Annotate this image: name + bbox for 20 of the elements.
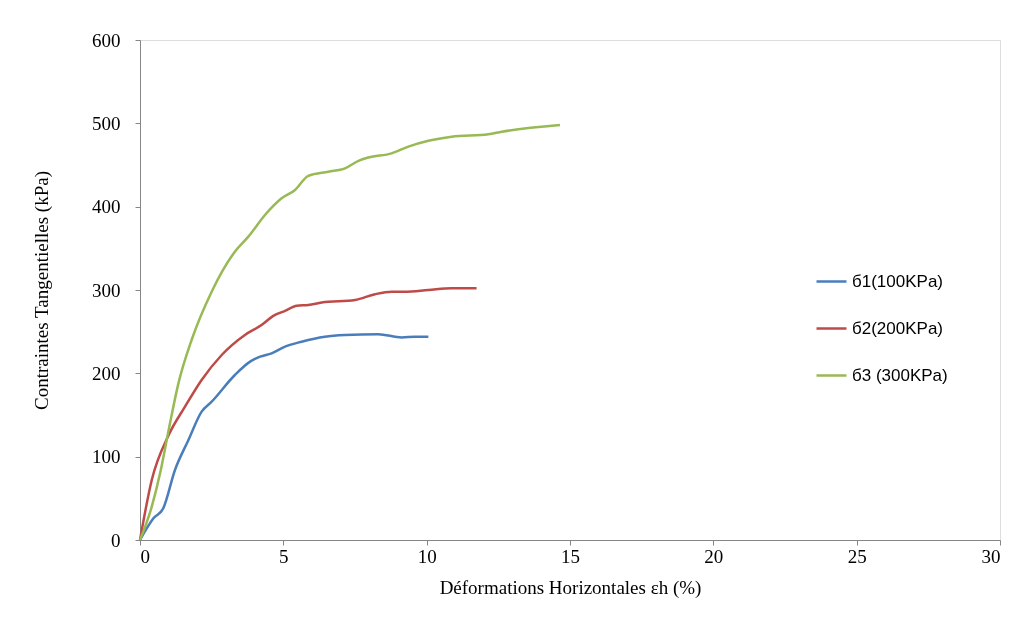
y-tick-label: 100 <box>92 446 121 468</box>
y-tick-label: 500 <box>92 112 121 134</box>
x-tick-label: 25 <box>847 545 867 567</box>
x-tick-label: 15 <box>561 545 580 567</box>
x-tick-label: 5 <box>279 545 289 567</box>
y-tick-label: 600 <box>92 29 121 51</box>
x-axis-title: Déformations Horizontales εh (%) <box>439 576 702 599</box>
legend-label: б1(100KPa) <box>852 271 944 291</box>
y-tick-label: 0 <box>111 529 121 551</box>
x-tick-label: 30 <box>981 545 1001 567</box>
y-tick-label: 200 <box>92 362 121 384</box>
x-tick-label: 0 <box>140 545 150 567</box>
legend-label: б3 (300KPa) <box>852 365 948 385</box>
y-tick-label: 400 <box>92 196 121 218</box>
y-tick-label: 300 <box>92 279 121 301</box>
line-series <box>138 123 562 542</box>
x-tick-label: 20 <box>704 545 724 567</box>
y-axis-title: Contraintes Tangentielles (kPa) <box>31 171 53 410</box>
x-tick-label: 10 <box>417 545 437 567</box>
legend-label: б2(200KPa) <box>852 318 944 338</box>
